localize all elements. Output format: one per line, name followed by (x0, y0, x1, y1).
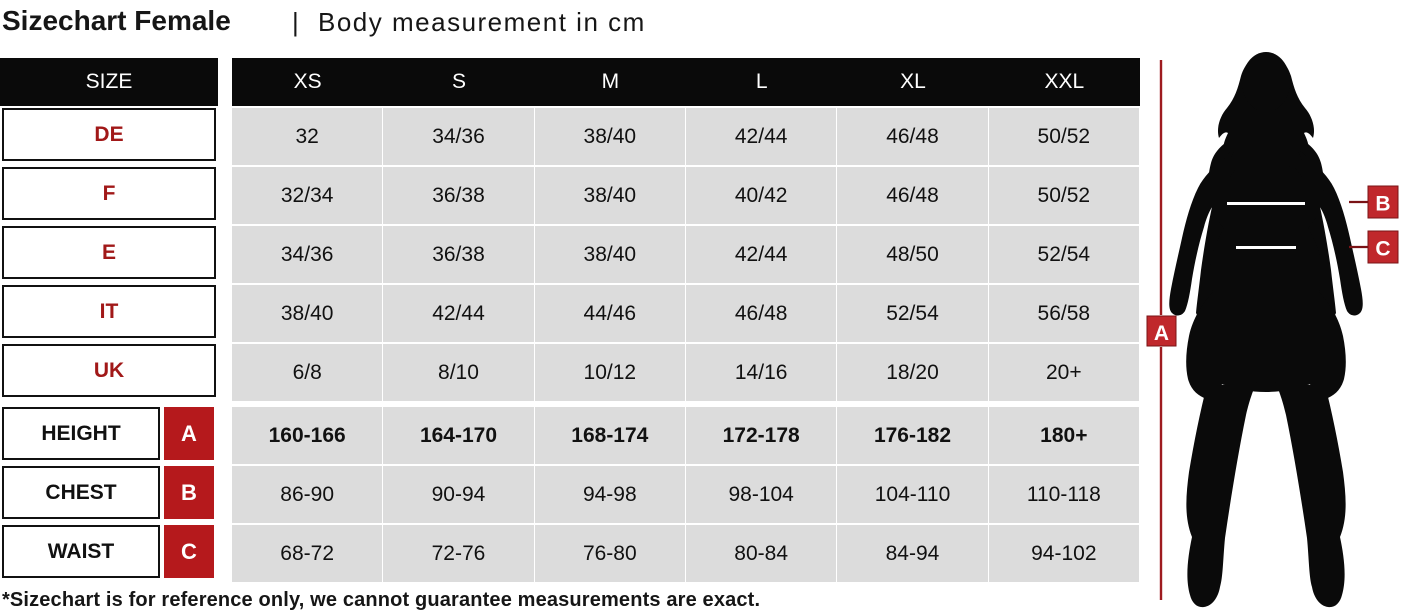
svg-text:C: C (1375, 238, 1390, 261)
svg-text:A: A (1154, 322, 1169, 345)
svg-text:B: B (1375, 193, 1390, 216)
